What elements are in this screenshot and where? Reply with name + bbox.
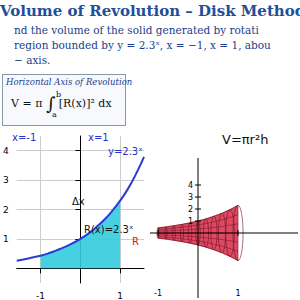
html-text:region bounded by y = 2.3ˣ, x: region bounded by y = 2.3ˣ, x = −1, x = … xyxy=(14,39,271,51)
html-text:[R(x)]² dx: [R(x)]² dx xyxy=(55,96,112,110)
html-text:− axis.: − axis. xyxy=(14,54,51,66)
svg-text:-1: -1 xyxy=(154,289,162,298)
svg-text:1: 1 xyxy=(235,289,240,298)
html-text:R: R xyxy=(132,236,139,247)
svg-text:1: 1 xyxy=(3,234,9,244)
svg-text:1: 1 xyxy=(188,217,193,226)
html-text:nd the volume of the solid gen: nd the volume of the solid generated by … xyxy=(14,24,259,36)
svg-text:3: 3 xyxy=(188,193,193,202)
html-text:x=1: x=1 xyxy=(88,132,109,143)
html-text:Horizontal Axis of Revolution: Horizontal Axis of Revolution xyxy=(6,77,133,87)
svg-text:2: 2 xyxy=(188,205,193,214)
html-text:b: b xyxy=(55,90,61,99)
svg-text:2: 2 xyxy=(3,205,9,215)
html-text:V = π∫: V = π∫ xyxy=(11,93,56,114)
svg-text:1: 1 xyxy=(117,291,123,300)
html-text:Δx: Δx xyxy=(72,196,85,207)
svg-text:4: 4 xyxy=(188,181,193,190)
html-text:V=πr²h: V=πr²h xyxy=(222,132,269,147)
svg-text:4: 4 xyxy=(3,146,9,156)
html-text:a: a xyxy=(51,110,57,119)
html-text:x=-1: x=-1 xyxy=(12,132,37,143)
html-text:y=2.3ˣ: y=2.3ˣ xyxy=(108,146,143,157)
html-text:R(x)=2.3ˣ: R(x)=2.3ˣ xyxy=(84,224,134,235)
svg-text:3: 3 xyxy=(3,175,9,185)
svg-text:-1: -1 xyxy=(36,291,45,300)
